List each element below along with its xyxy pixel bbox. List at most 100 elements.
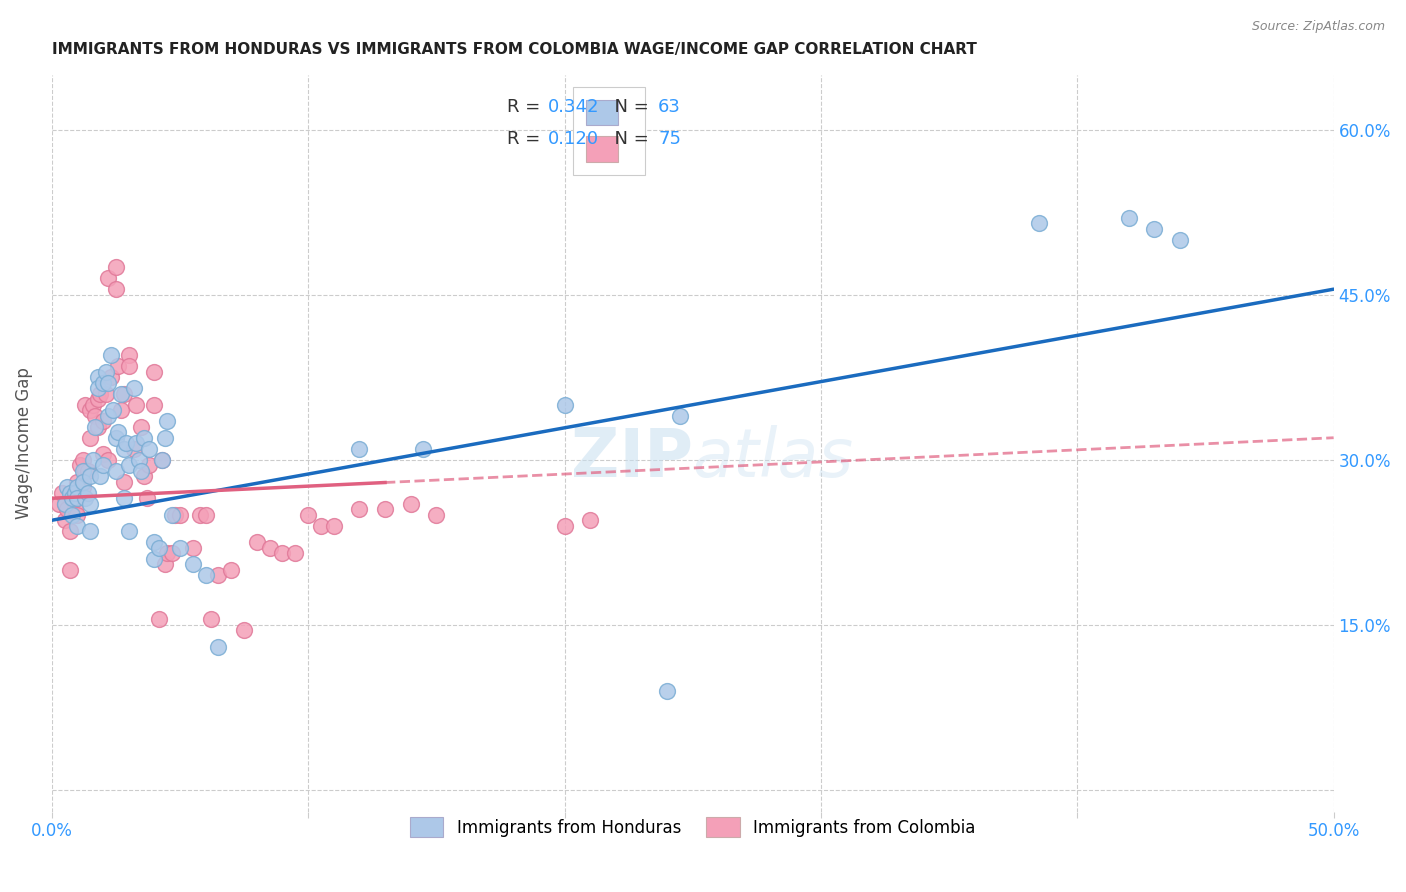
Point bbox=[79, 524, 101, 539]
Point bbox=[181, 541, 204, 555]
Point bbox=[131, 419, 153, 434]
Point bbox=[87, 392, 110, 407]
Point bbox=[104, 431, 127, 445]
Point bbox=[60, 485, 83, 500]
Point bbox=[104, 282, 127, 296]
Point bbox=[87, 370, 110, 384]
Text: R =: R = bbox=[506, 130, 546, 148]
Point bbox=[246, 535, 269, 549]
Point bbox=[82, 452, 104, 467]
Point bbox=[122, 381, 145, 395]
Point bbox=[110, 403, 132, 417]
Point bbox=[107, 359, 129, 374]
Point bbox=[297, 508, 319, 522]
Point bbox=[655, 683, 678, 698]
Point bbox=[97, 271, 120, 285]
Point bbox=[97, 409, 120, 423]
Point bbox=[94, 365, 117, 379]
Point bbox=[132, 469, 155, 483]
Text: R =: R = bbox=[506, 98, 546, 116]
Point bbox=[66, 475, 89, 489]
Point bbox=[75, 464, 97, 478]
Point bbox=[156, 546, 179, 560]
Point bbox=[194, 508, 217, 522]
Point bbox=[148, 541, 170, 555]
Point bbox=[169, 508, 191, 522]
Point bbox=[60, 491, 83, 506]
Point bbox=[56, 502, 79, 516]
Point bbox=[131, 464, 153, 478]
Point bbox=[579, 513, 602, 527]
Point bbox=[112, 475, 135, 489]
Point bbox=[103, 403, 125, 417]
Point bbox=[143, 551, 166, 566]
Point bbox=[72, 475, 94, 489]
Point bbox=[91, 447, 114, 461]
Point bbox=[143, 365, 166, 379]
Text: N =: N = bbox=[603, 130, 654, 148]
Point bbox=[194, 568, 217, 582]
Point bbox=[66, 518, 89, 533]
Point bbox=[72, 480, 94, 494]
Point bbox=[59, 524, 82, 539]
Point bbox=[56, 480, 79, 494]
Point bbox=[349, 442, 371, 456]
Point bbox=[1028, 216, 1050, 230]
Point bbox=[132, 431, 155, 445]
Point bbox=[48, 497, 70, 511]
Point bbox=[89, 469, 111, 483]
Point bbox=[69, 458, 91, 473]
Point bbox=[138, 442, 160, 456]
Text: N =: N = bbox=[603, 98, 654, 116]
Point bbox=[104, 464, 127, 478]
Point bbox=[59, 563, 82, 577]
Point bbox=[153, 558, 176, 572]
Y-axis label: Wage/Income Gap: Wage/Income Gap bbox=[15, 368, 32, 519]
Point bbox=[112, 386, 135, 401]
Point bbox=[156, 414, 179, 428]
Point bbox=[94, 386, 117, 401]
Point bbox=[259, 541, 281, 555]
Point bbox=[233, 624, 256, 638]
Point bbox=[79, 497, 101, 511]
Point bbox=[553, 518, 575, 533]
Point bbox=[143, 398, 166, 412]
Point bbox=[89, 386, 111, 401]
Point bbox=[60, 508, 83, 522]
Point bbox=[53, 497, 76, 511]
Point bbox=[669, 409, 692, 423]
Point bbox=[412, 442, 434, 456]
Point bbox=[75, 398, 97, 412]
Point bbox=[150, 452, 173, 467]
Legend: Immigrants from Honduras, Immigrants from Colombia: Immigrants from Honduras, Immigrants fro… bbox=[404, 811, 981, 844]
Point bbox=[63, 485, 86, 500]
Point bbox=[118, 359, 141, 374]
Point bbox=[66, 480, 89, 494]
Point bbox=[118, 524, 141, 539]
Point bbox=[122, 442, 145, 456]
Point bbox=[128, 452, 150, 467]
Point bbox=[110, 386, 132, 401]
Point bbox=[100, 348, 122, 362]
Text: 0.120: 0.120 bbox=[548, 130, 599, 148]
Point bbox=[271, 546, 294, 560]
Point bbox=[79, 431, 101, 445]
Text: IMMIGRANTS FROM HONDURAS VS IMMIGRANTS FROM COLOMBIA WAGE/INCOME GAP CORRELATION: IMMIGRANTS FROM HONDURAS VS IMMIGRANTS F… bbox=[52, 42, 977, 57]
Point bbox=[148, 612, 170, 626]
Point bbox=[1168, 233, 1191, 247]
Point bbox=[91, 414, 114, 428]
Point bbox=[118, 458, 141, 473]
Point bbox=[553, 398, 575, 412]
Point bbox=[163, 508, 186, 522]
Point bbox=[135, 491, 157, 506]
Point bbox=[76, 485, 98, 500]
Point bbox=[115, 436, 138, 450]
Point bbox=[75, 491, 97, 506]
Point bbox=[97, 376, 120, 390]
Point bbox=[51, 485, 73, 500]
Point bbox=[425, 508, 447, 522]
Point bbox=[112, 442, 135, 456]
Point bbox=[91, 376, 114, 390]
Point bbox=[87, 419, 110, 434]
Point bbox=[60, 485, 83, 500]
